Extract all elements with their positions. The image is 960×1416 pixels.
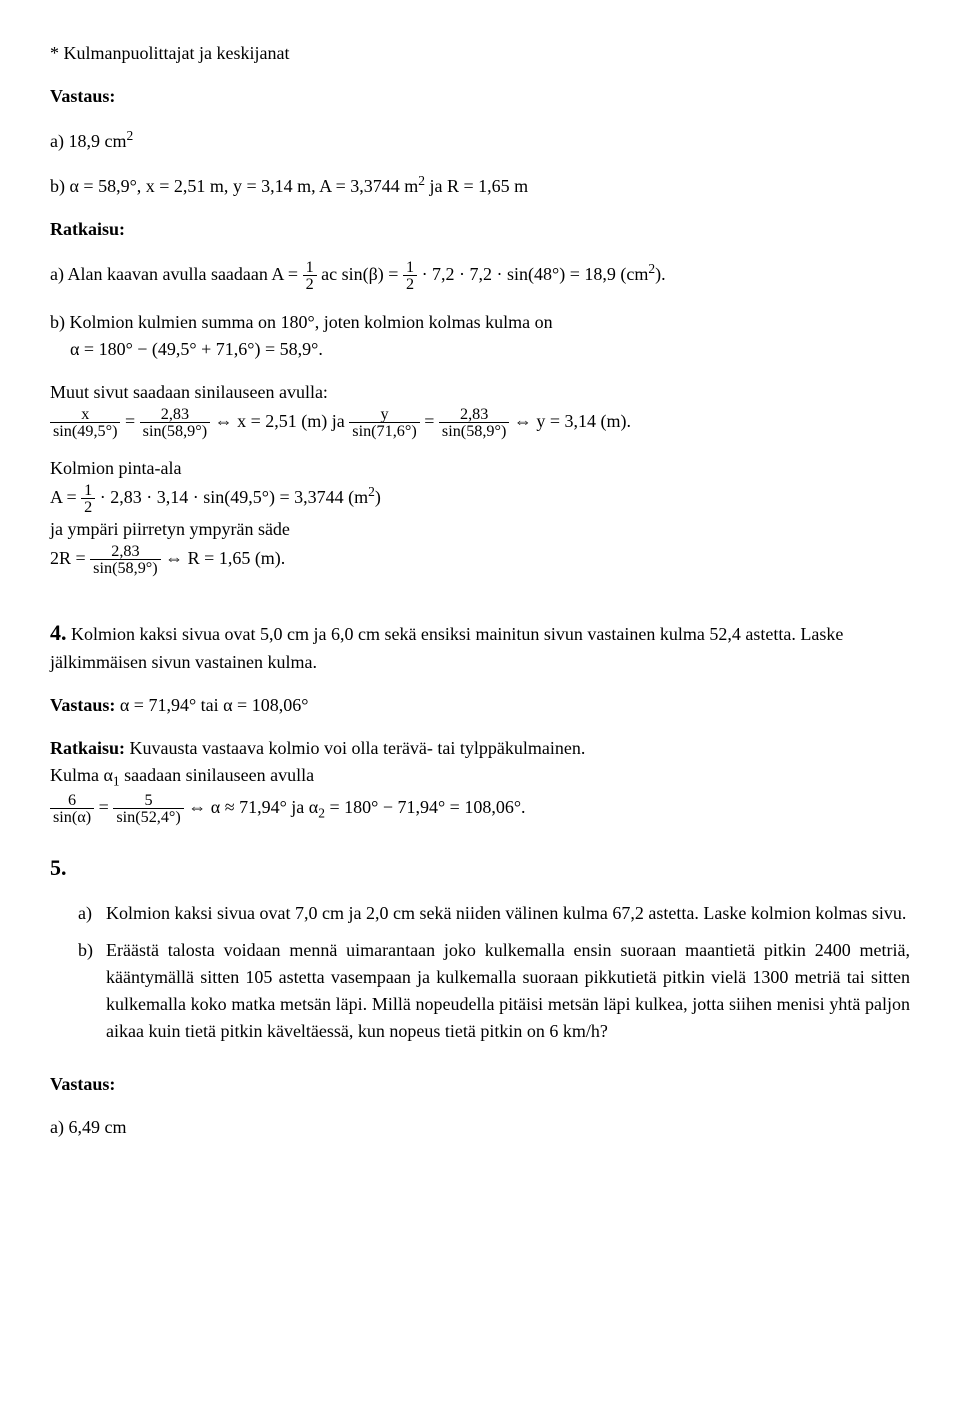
eq2: = (424, 410, 439, 430)
ans-b-5: ja R = 1,65 m (430, 176, 529, 196)
pinta-1: Kolmion pinta-ala (50, 455, 910, 482)
solution-b: b) Kolmion kulmien summa on 180°, joten … (50, 309, 910, 363)
answer-5a: a) 6,49 cm (50, 1114, 910, 1141)
sup-2: 2 (126, 128, 133, 143)
muut-mid2: ⇔ y = 3,14 (m). (514, 410, 631, 430)
pinta-block: Kolmion pinta-ala A = 12 · 2,83 · 3,14 ·… (50, 455, 910, 576)
ratkaisu-heading-1: Ratkaisu: (50, 216, 910, 243)
eq1: = (125, 410, 140, 430)
q5-item-a: a) Kolmion kaksi sivua ovat 7,0 cm ja 2,… (78, 900, 910, 927)
vastaus-heading-1: Vastaus: (50, 83, 910, 110)
answer-b: b) α = 58,9°, x = 2,51 m, y = 3,14 m, A … (50, 171, 910, 200)
marker-a2: a) (50, 264, 64, 284)
frac-283-3: 2,83sin(58,9°) (90, 543, 160, 576)
frac-half-2: 12 (403, 259, 417, 292)
frac-y: ysin(71,6°) (349, 406, 419, 439)
q4-answer: Vastaus: α = 71,94° tai α = 108,06° (50, 692, 910, 719)
q4-solution: Ratkaisu: Kuvausta vastaava kolmio voi o… (50, 735, 910, 825)
frac-x: xsin(49,5°) (50, 406, 120, 439)
muut-line: Muut sivut saadaan sinilauseen avulla: (50, 379, 910, 406)
solution-a: a) Alan kaavan avulla saadaan A = 12 ac … (50, 259, 910, 293)
frac-half-3: 12 (81, 482, 95, 515)
ans-b-4: A = 3,3744 m (319, 176, 418, 196)
frac-6: 6sin(α) (50, 792, 94, 825)
ans-b-2: x = 2,51 m, (146, 176, 233, 196)
q5-a-text: Kolmion kaksi sivua ovat 7,0 cm ja 2,0 c… (106, 900, 910, 927)
vastaus-heading-2: Vastaus: (50, 695, 115, 715)
q5-heading: 5. (50, 851, 910, 884)
sup-2b: 2 (418, 173, 425, 188)
marker-b: b) (50, 176, 65, 196)
marker-b3: b) (78, 937, 106, 1045)
muut-mid1: ⇔ x = 2,51 (m) ja (215, 410, 350, 430)
marker-b2: b) (50, 312, 65, 332)
eq3: = (99, 797, 114, 817)
marker-a4: a) (50, 1117, 64, 1137)
q4-rat1: Kuvausta vastaava kolmio voi olla terävä… (130, 738, 586, 758)
q4-rat2b: saadaan sinilauseen avulla (124, 765, 314, 785)
q5-b-text: Eräästä talosta voidaan mennä uimarantaa… (106, 937, 910, 1045)
ratkaisu-heading-2: Ratkaisu: (50, 738, 125, 758)
sub-2: 2 (318, 805, 325, 820)
muut-block: Muut sivut saadaan sinilauseen avulla: x… (50, 379, 910, 439)
pinta-2c: ) (375, 487, 381, 507)
vastaus-heading-3: Vastaus: (50, 1071, 910, 1098)
q4-ans: α = 71,94° tai α = 108,06° (120, 695, 309, 715)
q4-text: Kolmion kaksi sivua ovat 5,0 cm ja 6,0 c… (50, 624, 843, 672)
title-line: * Kulmanpuolittajat ja keskijanat (50, 40, 910, 67)
sub-1: 1 (113, 774, 120, 789)
q4-rat3: ⇔ α ≈ 71,94° ja α (188, 797, 318, 817)
q5-number: 5. (50, 855, 67, 880)
rat-b-1: Kolmion kulmien summa on 180°, joten kol… (70, 312, 553, 332)
ans-a-text: 18,9 cm (68, 131, 126, 151)
pinta-4b: ⇔ R = 1,65 (m). (165, 547, 285, 567)
marker-a3: a) (78, 900, 106, 927)
frac-half-1: 12 (303, 259, 317, 292)
frac-283-1: 2,83sin(58,9°) (140, 406, 210, 439)
frac-5: 5sin(52,4°) (113, 792, 183, 825)
pinta-2a: A = (50, 487, 81, 507)
q5-item-b: b) Eräästä talosta voidaan mennä uimaran… (78, 937, 910, 1045)
rat-a-4: ). (655, 264, 666, 284)
q4-number: 4. (50, 620, 67, 645)
q4-block: 4. Kolmion kaksi sivua ovat 5,0 cm ja 6,… (50, 616, 910, 676)
marker-a: a) (50, 131, 64, 151)
q4-rat2: Kulma α (50, 765, 113, 785)
rat-a-1: Alan kaavan avulla saadaan A = (68, 264, 303, 284)
pinta-2b: · 2,83 · 3,14 · sin(49,5°) = 3,3744 (m (100, 487, 368, 507)
ans-b-1: α = 58,9°, (70, 176, 146, 196)
sup-2d: 2 (368, 484, 375, 499)
q4-rat4: = 180° − 71,94° = 108,06°. (329, 797, 525, 817)
rat-a-3: · 7,2 · 7,2 · sin(48°) = 18,9 (cm (422, 264, 649, 284)
pinta-4a: 2R = (50, 547, 90, 567)
ans5-a: 6,49 cm (68, 1117, 126, 1137)
rat-a-2: ac sin(β) = (321, 264, 403, 284)
rat-b-2: α = 180° − (49,5° + 71,6°) = 58,9°. (70, 339, 323, 359)
answer-a: a) 18,9 cm2 (50, 126, 910, 155)
pinta-3: ja ympäri piirretyn ympyrän säde (50, 519, 290, 539)
ans-b-3: y = 3,14 m, (233, 176, 319, 196)
frac-283-2: 2,83sin(58,9°) (439, 406, 509, 439)
